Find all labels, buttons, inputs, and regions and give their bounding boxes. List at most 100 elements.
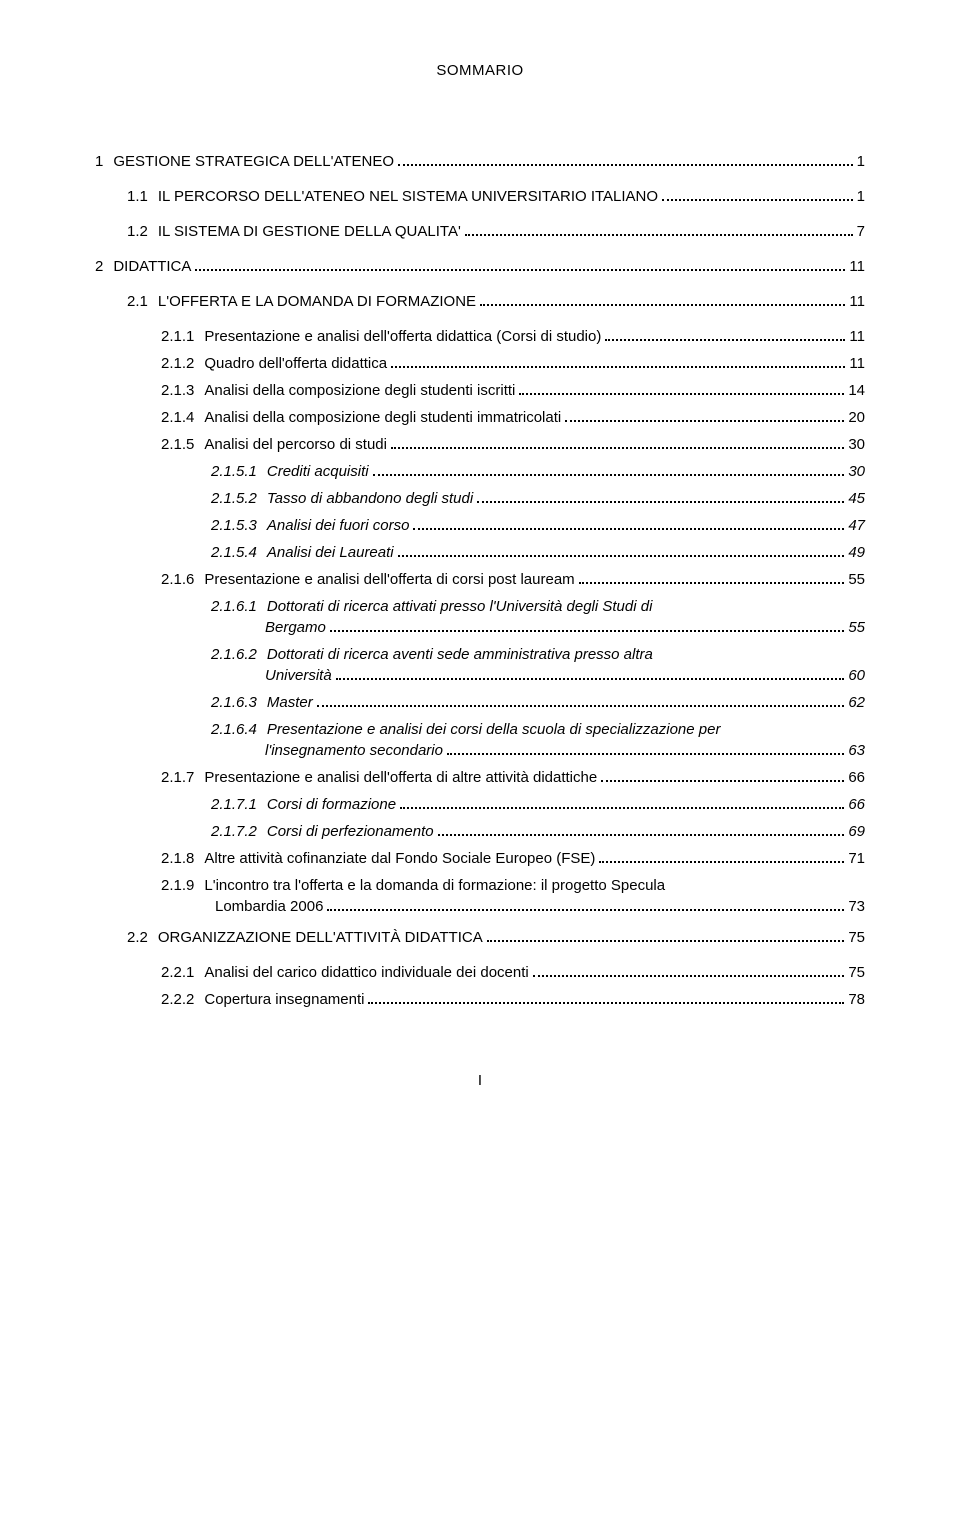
toc-label-line2: Università	[265, 665, 332, 686]
toc-leader-dots	[519, 385, 844, 395]
toc-number: 2.2.2	[161, 989, 204, 1010]
toc-entry: 2.1.6.2Dottorati di ricerca aventi sede …	[95, 644, 865, 686]
toc-leader-dots	[391, 358, 845, 368]
toc-entry: 2.1.7Presentazione e analisi dell'offert…	[95, 767, 865, 788]
toc-number: 2.1.5.1	[211, 461, 267, 482]
toc-label: Analisi dei fuori corso	[267, 515, 410, 536]
toc-label: Presentazione e analisi dell'offerta di …	[204, 767, 597, 788]
toc-entry: 2DIDATTICA 11	[95, 256, 865, 277]
page-header: SOMMARIO	[95, 60, 865, 81]
toc-page: 11	[849, 291, 865, 312]
toc-page: 11	[849, 256, 865, 277]
toc-label: Presentazione e analisi dell'offerta di …	[204, 569, 574, 590]
toc-entry: 2.1.5.4Analisi dei Laureati49	[95, 542, 865, 563]
toc-label: Quadro dell'offerta didattica	[204, 353, 387, 374]
toc-label: Dottorati di ricerca aventi sede amminis…	[267, 644, 653, 665]
toc-label: Corsi di perfezionamento	[267, 821, 434, 842]
toc-leader-dots	[398, 547, 845, 557]
toc-label-line2: Bergamo	[265, 617, 326, 638]
toc-number: 1.1	[127, 186, 158, 207]
toc-leader-dots	[599, 853, 844, 863]
toc-leader-dots	[373, 466, 845, 476]
toc-entry: 2.2ORGANIZZAZIONE DELL'ATTIVITÀ DIDATTIC…	[95, 927, 865, 948]
toc-leader-dots	[330, 622, 844, 632]
table-of-contents: 1GESTIONE STRATEGICA DELL'ATENEO11.1IL P…	[95, 151, 865, 1010]
toc-page: 45	[848, 488, 865, 509]
toc-page: 62	[848, 692, 865, 713]
toc-entry: 2.1.6.3Master62	[95, 692, 865, 713]
toc-entry: 1GESTIONE STRATEGICA DELL'ATENEO1	[95, 151, 865, 172]
toc-number: 2.1.2	[161, 353, 204, 374]
toc-number: 2.1.8	[161, 848, 204, 869]
toc-number: 2	[95, 256, 113, 277]
toc-label: L'incontro tra l'offerta e la domanda di…	[204, 875, 665, 896]
toc-label: IL SISTEMA DI GESTIONE DELLA QUALITA'	[158, 221, 461, 242]
toc-page: 55	[848, 617, 865, 638]
toc-page: 55	[848, 569, 865, 590]
toc-leader-dots	[391, 439, 844, 449]
toc-number: 2.1.6.1	[211, 596, 267, 617]
toc-number: 2.1.3	[161, 380, 204, 401]
toc-leader-dots	[398, 156, 853, 166]
toc-entry: 2.1.7.1Corsi di formazione66	[95, 794, 865, 815]
toc-page: 20	[848, 407, 865, 428]
toc-page: 7	[857, 221, 865, 242]
toc-label: Tasso di abbandono degli studi	[267, 488, 473, 509]
toc-leader-dots	[447, 745, 844, 755]
toc-label: Altre attività cofinanziate dal Fondo So…	[204, 848, 595, 869]
toc-number: 2.1.6	[161, 569, 204, 590]
toc-label: Analisi della composizione degli student…	[204, 407, 561, 428]
toc-label: Analisi del carico didattico individuale…	[204, 962, 528, 983]
toc-entry: 2.1.8Altre attività cofinanziate dal Fon…	[95, 848, 865, 869]
toc-page: 30	[848, 461, 865, 482]
toc-page: 30	[848, 434, 865, 455]
toc-label: Presentazione e analisi dell'offerta did…	[204, 326, 601, 347]
toc-leader-dots	[327, 901, 844, 911]
toc-page: 73	[848, 896, 865, 917]
toc-page: 11	[849, 353, 865, 374]
toc-leader-dots	[601, 772, 844, 782]
toc-leader-dots	[400, 799, 844, 809]
toc-entry: 2.1.6.1Dottorati di ricerca attivati pre…	[95, 596, 865, 638]
toc-entry: 2.1.5.3Analisi dei fuori corso 47	[95, 515, 865, 536]
toc-entry: 2.1.7.2Corsi di perfezionamento69	[95, 821, 865, 842]
toc-label-line2: Lombardia 2006	[215, 896, 323, 917]
toc-label: Analisi dei Laureati	[267, 542, 394, 563]
toc-entry: 2.1.3Analisi della composizione degli st…	[95, 380, 865, 401]
toc-number: 2.1.5.3	[211, 515, 267, 536]
toc-page: 1	[857, 151, 865, 172]
toc-number: 2.1	[127, 291, 158, 312]
toc-number: 1.2	[127, 221, 158, 242]
toc-label: Analisi della composizione degli student…	[204, 380, 515, 401]
toc-label: DIDATTICA	[113, 256, 191, 277]
toc-label: Master	[267, 692, 313, 713]
toc-page: 69	[848, 821, 865, 842]
toc-entry: 2.1.5.2Tasso di abbandono degli studi 45	[95, 488, 865, 509]
toc-page: 47	[848, 515, 865, 536]
toc-number: 2.1.7	[161, 767, 204, 788]
toc-page: 1	[857, 186, 865, 207]
toc-number: 2.1.5	[161, 434, 204, 455]
toc-number: 1	[95, 151, 113, 172]
toc-leader-dots	[662, 191, 853, 201]
toc-entry: 1.2IL SISTEMA DI GESTIONE DELLA QUALITA'…	[95, 221, 865, 242]
toc-entry: 2.2.2Copertura insegnamenti78	[95, 989, 865, 1010]
toc-label: L'OFFERTA E LA DOMANDA DI FORMAZIONE	[158, 291, 476, 312]
toc-label-line2: l'insegnamento secondario	[265, 740, 443, 761]
toc-page: 75	[848, 927, 865, 948]
toc-entry: 2.1.6Presentazione e analisi dell'offert…	[95, 569, 865, 590]
toc-entry: 2.1.6.4Presentazione e analisi dei corsi…	[95, 719, 865, 761]
toc-number: 2.1.5.2	[211, 488, 267, 509]
toc-leader-dots	[533, 967, 845, 977]
toc-leader-dots	[413, 520, 844, 530]
toc-page: 60	[848, 665, 865, 686]
toc-entry: 2.1L'OFFERTA E LA DOMANDA DI FORMAZIONE 1…	[95, 291, 865, 312]
toc-leader-dots	[605, 331, 845, 341]
toc-entry: 2.2.1Analisi del carico didattico indivi…	[95, 962, 865, 983]
toc-page: 66	[848, 794, 865, 815]
toc-leader-dots	[438, 826, 845, 836]
toc-leader-dots	[487, 932, 845, 942]
toc-leader-dots	[317, 697, 845, 707]
toc-number: 2.1.5.4	[211, 542, 267, 563]
toc-entry: 2.1.9L'incontro tra l'offerta e la doman…	[95, 875, 865, 917]
